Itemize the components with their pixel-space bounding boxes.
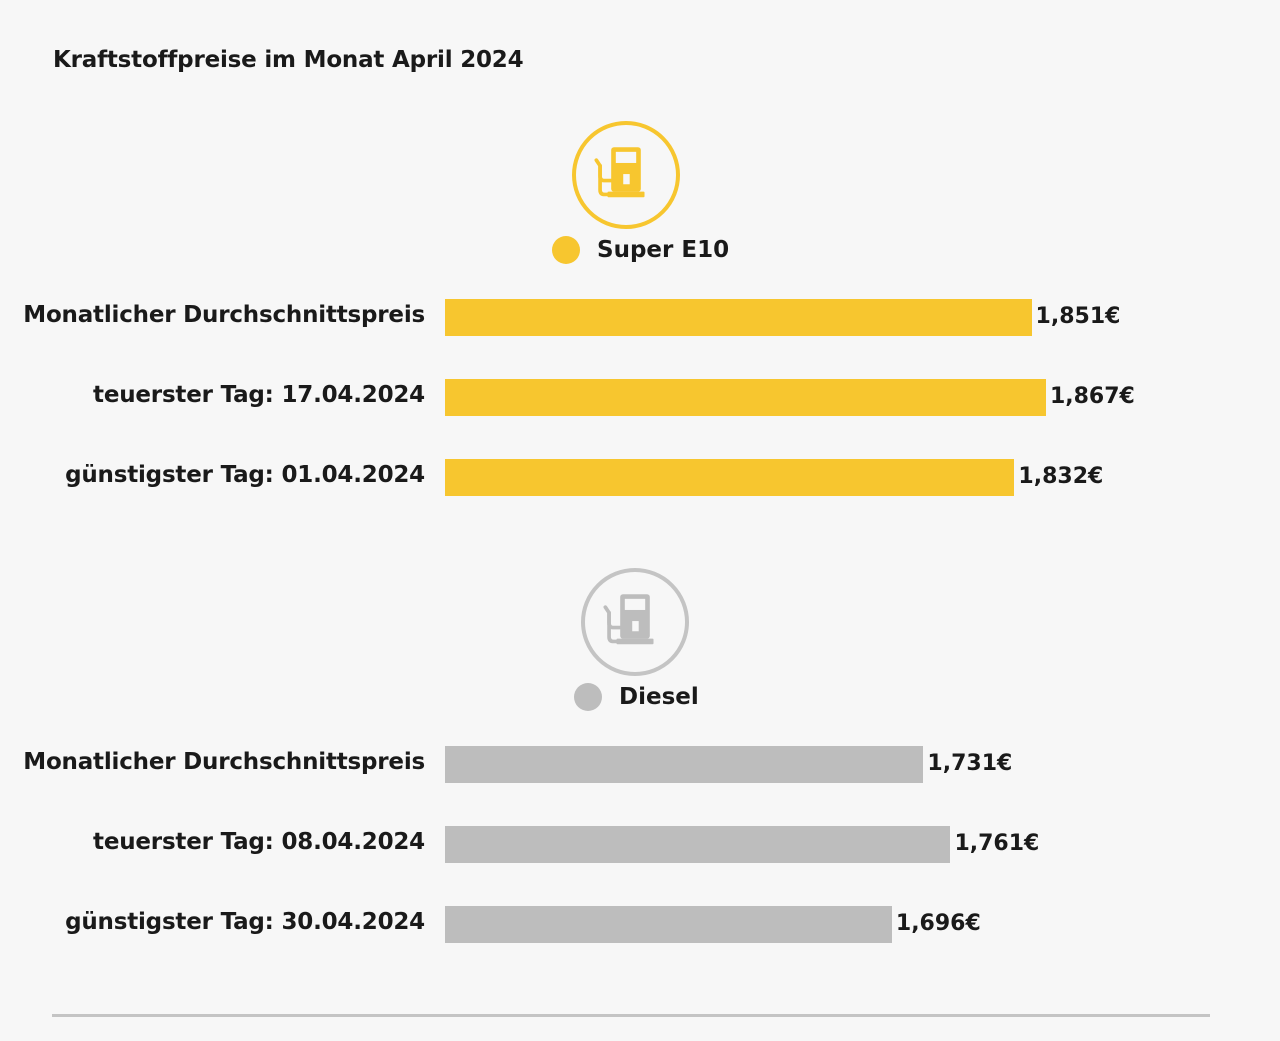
legend-dot-super-e10 — [552, 236, 580, 264]
bottom-divider — [52, 1014, 1210, 1017]
row-label: Monatlicher Durchschnittspreis — [23, 302, 425, 328]
row-label: günstigster Tag: 30.04.2024 — [65, 909, 425, 935]
row-label: Monatlicher Durchschnittspreis — [23, 749, 425, 775]
bar-diesel-highest — [445, 826, 951, 863]
legend-super-e10: Super E10 — [552, 236, 729, 264]
value-label: 1,696€ — [895, 911, 981, 936]
bar-diesel-average — [445, 746, 924, 783]
value-label: 1,851€ — [1035, 304, 1121, 329]
chart-title: Kraftstoffpreise im Monat April 2024 — [53, 47, 524, 73]
legend-diesel: Diesel — [574, 683, 699, 711]
value-label: 1,761€ — [954, 831, 1040, 856]
value-label: 1,867€ — [1049, 384, 1135, 409]
legend-label-super-e10: Super E10 — [597, 237, 730, 263]
value-label: 1,832€ — [1018, 464, 1104, 489]
bar-super-e10-average — [445, 299, 1032, 336]
fuel-pump-icon — [581, 568, 689, 676]
row-label: günstigster Tag: 01.04.2024 — [65, 462, 425, 488]
fuel-pump-icon — [572, 121, 680, 229]
row-label: teuerster Tag: 17.04.2024 — [93, 382, 425, 408]
row-label: teuerster Tag: 08.04.2024 — [93, 829, 425, 855]
bar-diesel-lowest — [445, 906, 892, 943]
legend-label-diesel: Diesel — [619, 684, 699, 710]
bar-super-e10-highest — [445, 379, 1046, 416]
bar-super-e10-lowest — [445, 459, 1015, 496]
value-label: 1,731€ — [927, 751, 1013, 776]
legend-dot-diesel — [574, 683, 602, 711]
